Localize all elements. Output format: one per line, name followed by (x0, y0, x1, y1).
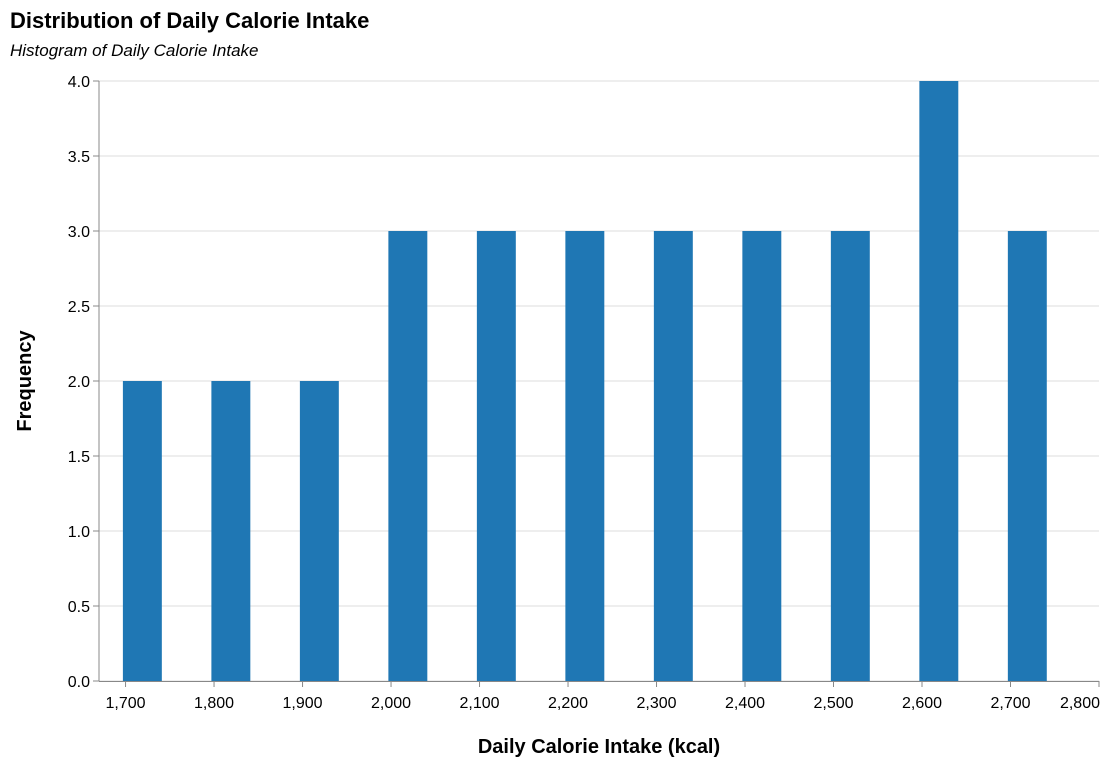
x-tick-label: 2,400 (725, 695, 765, 712)
histogram-bar (1007, 231, 1047, 681)
histogram-bar (122, 381, 162, 681)
y-tick-label: 3.0 (68, 224, 90, 241)
x-tick-label: 2,100 (460, 695, 500, 712)
chart-title: Distribution of Daily Calorie Intake (10, 8, 370, 33)
x-tick-label: 2,600 (902, 695, 942, 712)
y-axis-ticks: 0.0 0.5 1.0 1.5 2.0 2.5 3.0 3.5 4.0 (68, 74, 99, 691)
histogram-bar (919, 81, 959, 681)
x-tick-label: 2,200 (548, 695, 588, 712)
y-tick-label: 4.0 (68, 74, 90, 91)
histogram-bar (742, 231, 782, 681)
x-axis-ticks: 1,700 1,800 1,900 2,000 2,100 2,200 2,300 2,400… (106, 681, 1100, 712)
y-tick-label: 3.5 (68, 149, 90, 166)
x-tick-label: 2,800 (1060, 695, 1100, 712)
histogram-bar (830, 231, 870, 681)
y-tick-label: 2.0 (68, 374, 90, 391)
x-tick-label: 1,900 (283, 695, 323, 712)
histogram-bar (653, 231, 693, 681)
x-tick-label: 1,700 (106, 695, 146, 712)
y-tick-label: 1.5 (68, 449, 90, 466)
x-tick-label: 2,700 (990, 695, 1030, 712)
x-tick-label: 2,300 (636, 695, 676, 712)
chart-subtitle: Histogram of Daily Calorie Intake (10, 41, 259, 60)
x-tick-label: 2,000 (371, 695, 411, 712)
y-tick-label: 1.0 (68, 524, 90, 541)
histogram-bar (299, 381, 339, 681)
x-tick-label: 1,800 (194, 695, 234, 712)
y-tick-label: 2.5 (68, 299, 90, 316)
x-axis-title: Daily Calorie Intake (kcal) (478, 736, 720, 758)
histogram-bar (476, 231, 516, 681)
y-tick-label: 0.0 (68, 674, 90, 691)
histogram-bar (211, 381, 251, 681)
bars (122, 81, 1047, 681)
histogram-bar (388, 231, 428, 681)
y-tick-label: 0.5 (68, 599, 90, 616)
x-tick-label: 2,500 (813, 695, 853, 712)
histogram-bar (565, 231, 605, 681)
y-axis-title: Frequency (14, 330, 36, 432)
